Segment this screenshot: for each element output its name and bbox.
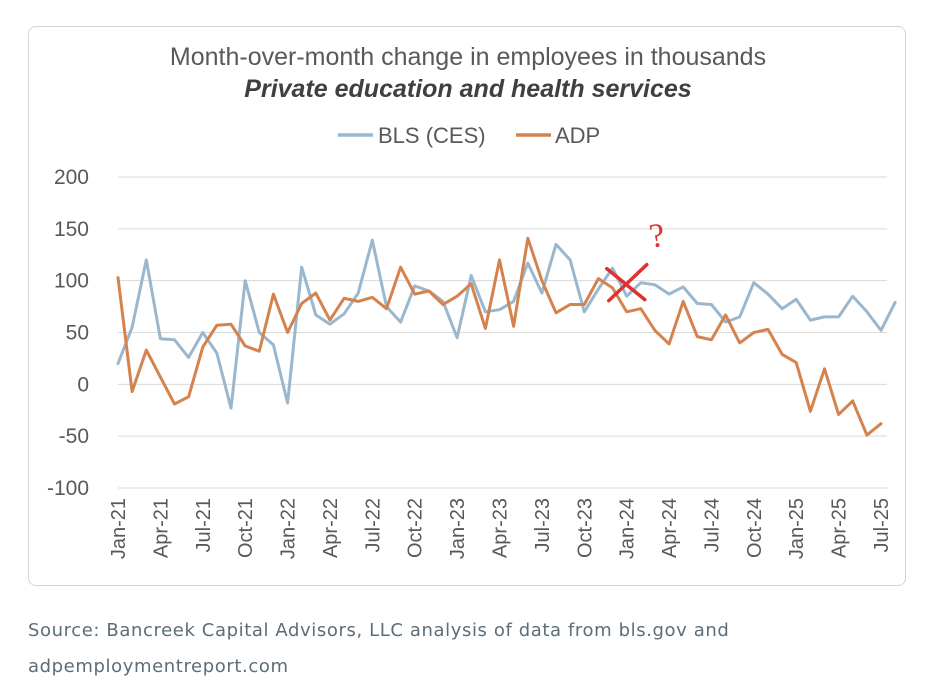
legend-label-bls: BLS (CES) bbox=[378, 123, 486, 148]
x-tick-label: Jan-23 bbox=[447, 498, 469, 559]
cross-mark-icon bbox=[605, 262, 649, 303]
x-tick-label: Apr-21 bbox=[150, 498, 172, 558]
y-tick-label: 200 bbox=[54, 166, 89, 189]
x-tick-label: Oct-24 bbox=[744, 498, 766, 558]
x-tick-label: Jul-21 bbox=[193, 498, 215, 552]
y-tick-label: 50 bbox=[66, 322, 89, 345]
y-tick-label: 100 bbox=[54, 270, 89, 293]
x-tick-label: Apr-23 bbox=[490, 498, 512, 558]
chart-frame: Month-over-month change in employees in … bbox=[28, 26, 906, 586]
y-tick-label: 0 bbox=[77, 373, 89, 396]
x-tick-label: Jul-24 bbox=[701, 498, 723, 552]
x-axis-ticks: Jan-21 Apr-21 Jul-21 Oct-21 Jan-22 Apr-22 Jul-… bbox=[108, 498, 893, 559]
series-line-bls bbox=[116, 238, 897, 410]
x-tick-label: Apr-22 bbox=[320, 498, 342, 558]
series-line-adp bbox=[116, 236, 883, 437]
source-caption: Source: Bancreek Capital Advisors, LLC a… bbox=[28, 613, 888, 685]
x-tick-label: Jan-24 bbox=[617, 498, 639, 559]
series-lines bbox=[116, 236, 897, 437]
x-tick-label: Jan-25 bbox=[786, 498, 808, 559]
x-tick-label: Apr-25 bbox=[829, 498, 851, 558]
y-tick-label: -100 bbox=[47, 477, 89, 500]
legend-label-adp: ADP bbox=[555, 123, 600, 148]
y-tick-label: 150 bbox=[54, 218, 89, 241]
x-tick-label: Oct-23 bbox=[574, 498, 596, 558]
x-tick-label: Jul-25 bbox=[871, 498, 893, 552]
handwritten-annotations: ? bbox=[605, 217, 667, 303]
x-tick-label: Jan-22 bbox=[278, 498, 300, 559]
x-tick-label: Jul-22 bbox=[362, 498, 384, 552]
cross-stroke bbox=[607, 262, 649, 303]
question-mark-annotation: ? bbox=[647, 217, 667, 256]
chart-title: Month-over-month change in employees in … bbox=[170, 43, 766, 71]
x-tick-label: Apr-24 bbox=[659, 498, 681, 558]
x-tick-label: Jul-23 bbox=[532, 498, 554, 552]
source-line-2: adpemploymentreport.com bbox=[28, 656, 289, 677]
grid bbox=[118, 176, 887, 489]
y-tick-label: -50 bbox=[59, 425, 89, 448]
x-tick-label: Oct-22 bbox=[405, 498, 427, 558]
y-axis-ticks: -100 -50 0 50 100 150 200 bbox=[47, 166, 89, 500]
x-tick-label: Oct-21 bbox=[235, 498, 257, 558]
line-chart: Month-over-month change in employees in … bbox=[47, 43, 897, 559]
chart-subtitle: Private education and health services bbox=[244, 75, 691, 103]
legend: BLS (CES) ADP bbox=[338, 123, 600, 148]
source-line-1: Source: Bancreek Capital Advisors, LLC a… bbox=[28, 620, 730, 641]
x-tick-label: Jan-21 bbox=[108, 498, 130, 559]
